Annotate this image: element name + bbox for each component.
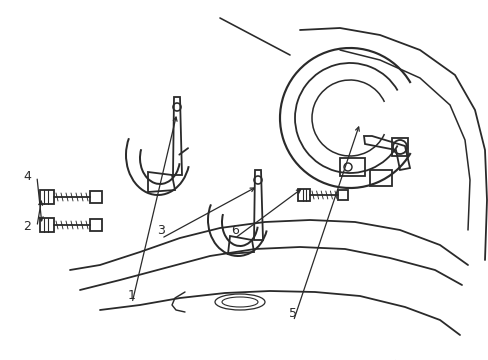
Text: 5: 5 (289, 307, 297, 320)
Text: 2: 2 (23, 220, 31, 233)
Text: 1: 1 (128, 289, 136, 302)
Text: 6: 6 (230, 224, 238, 237)
Text: 4: 4 (23, 170, 31, 183)
Text: 3: 3 (157, 224, 165, 237)
